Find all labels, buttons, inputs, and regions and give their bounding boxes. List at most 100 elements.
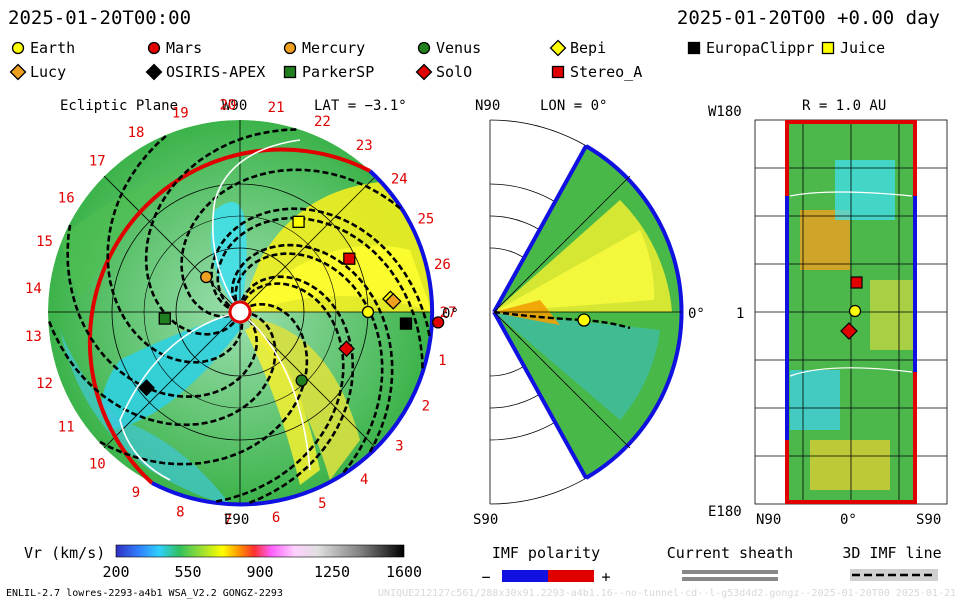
ecliptic-top-label: W90 (222, 98, 247, 114)
current-sheath (119, 139, 311, 481)
legend-marker-venus (417, 41, 431, 55)
carrington-label: 9 (132, 485, 140, 501)
body-stereo-a (343, 252, 356, 265)
imf-spiral-line (106, 133, 244, 364)
legend-label-parkersp: ParkerSP (302, 63, 374, 81)
imf-spiral-lines (46, 128, 432, 506)
colorbar-tick-label: 1600 (386, 563, 422, 581)
legend-label-venus: Venus (436, 39, 481, 57)
radial-x-right: S90 (916, 512, 941, 528)
legend-marker-earth (11, 41, 25, 55)
current-sheath-swatch-1 (682, 570, 778, 574)
carrington-label: 16 (58, 191, 75, 207)
radial-top-label: W180 (708, 104, 742, 120)
carrington-label: 12 (36, 376, 53, 392)
carrington-label: 8 (176, 504, 184, 520)
imf-polarity-arc-positive (151, 169, 435, 507)
legend-label-stereo-a: Stereo_A (570, 63, 642, 81)
ecliptic-panel: Ecliptic Plane W90 LAT = −3.1° (25, 97, 459, 528)
imf-minus: − (481, 568, 490, 586)
legend-label-europaclippr: EuropaClippr (706, 39, 814, 57)
carrington-label: 22 (314, 114, 331, 130)
legend-label-juice: Juice (840, 39, 885, 57)
radial-r-label: R = 1.0 AU (802, 98, 886, 114)
imf-spiral-line (216, 216, 424, 372)
body-europaclippr (399, 317, 413, 330)
ecliptic-title: Ecliptic Plane (60, 98, 178, 114)
imf-polarity-negative-swatch (502, 570, 548, 582)
radial-x-left: N90 (756, 512, 781, 528)
radial-x-mid: 0° (840, 512, 857, 528)
imf-plus: + (601, 568, 610, 586)
imf3d-title: 3D IMF line (842, 544, 941, 562)
meridional-panel: N90 LON = 0° S90 0° (473, 98, 705, 528)
colorbar-title: Vr (km/s) (24, 544, 105, 562)
carrington-label: 2 (422, 398, 430, 414)
legend-label-mercury: Mercury (302, 39, 365, 57)
carrington-label: 24 (391, 171, 408, 187)
legend-label-lucy: Lucy (30, 63, 66, 81)
imf-spiral-line (66, 221, 259, 398)
meridional-right-label: 0° (688, 306, 705, 322)
body-earth (361, 305, 375, 319)
imf-spiral-line (180, 168, 404, 318)
legend-label-osiris-apex: OSIRIS-APEX (166, 63, 265, 81)
imf-spiral-line (96, 302, 309, 466)
carrington-label: 21 (268, 100, 285, 116)
sun-inner-boundary (228, 300, 252, 324)
body-solo (338, 340, 355, 358)
colorbar-tick-label: 900 (246, 563, 273, 581)
ecliptic-bottom-label: E90 (224, 512, 249, 528)
body-osiris-apex (138, 379, 155, 397)
body-mars (431, 316, 445, 329)
carrington-label: 15 (36, 234, 53, 250)
legend-marker-lucy (9, 63, 27, 81)
carrington-label: 19 (172, 106, 189, 122)
timestamp-left: 2025-01-20T00:00 (8, 7, 191, 29)
radial-bottom-label: E180 (708, 504, 742, 520)
imf-spiral-line (144, 128, 300, 336)
imf-polarity-title: IMF polarity (492, 544, 600, 562)
legend-label-earth: Earth (30, 39, 75, 57)
carrington-label: 7 (224, 513, 232, 529)
legend-marker-europaclippr (687, 41, 701, 55)
carrington-label: 18 (128, 125, 145, 141)
carrington-label: 27 (440, 305, 457, 321)
legend: Earth Mars Mercury Venus Bepi EuropaClippr Jui… (9, 39, 885, 81)
imf-spiral-line (210, 207, 432, 339)
ecliptic-right-label: 0° (442, 306, 459, 322)
legend-marker-osiris-apex (145, 63, 163, 81)
legend-marker-parkersp (283, 65, 297, 79)
legend-label-bepi: Bepi (570, 39, 606, 57)
imf-polarity-positive-swatch (548, 570, 594, 582)
meridional-north-label: N90 (475, 98, 500, 114)
ecliptic-lat-label: LAT = −3.1° (314, 98, 407, 114)
carrington-label: 5 (318, 496, 326, 512)
body-mercury (200, 270, 213, 284)
legend-marker-stereo-a (551, 65, 565, 79)
legend-marker-mars (147, 41, 161, 55)
carrington-label: 4 (360, 472, 368, 488)
meridional-lon-label: LON = 0° (540, 98, 607, 114)
carrington-label: 25 (417, 212, 434, 228)
legend-marker-bepi (549, 39, 567, 57)
imf-spiral-line (230, 243, 394, 456)
carrington-label: 3 (395, 439, 403, 455)
carrington-label: 10 (89, 456, 106, 472)
body-juice (292, 215, 305, 228)
legend-marker-juice (821, 41, 835, 55)
carrington-label: 26 (434, 257, 451, 273)
colorbar-tick-label: 1250 (314, 563, 350, 581)
meridional-earth-marker (577, 313, 591, 327)
imf-spiral-line (234, 252, 384, 476)
carrington-label: 6 (272, 510, 280, 526)
footer-right: UNIQUE212127c561/288x30x91.2293-a4b1.16-… (378, 588, 956, 599)
colorbar-tick-label: 200 (102, 563, 129, 581)
imf-spiral-line (240, 275, 355, 506)
legend-label-mars: Mars (166, 39, 202, 57)
radial-solo-marker (840, 322, 858, 340)
carrington-label: 17 (89, 154, 106, 170)
imf-polarity-arc-negative (87, 147, 371, 485)
